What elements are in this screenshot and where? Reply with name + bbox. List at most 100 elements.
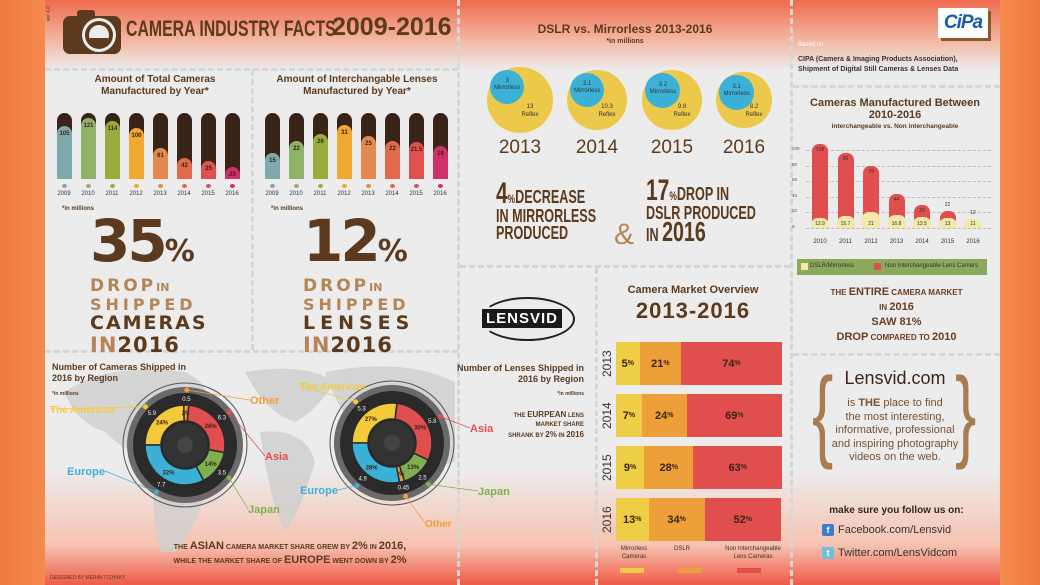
year-label: 2009	[57, 191, 71, 197]
stacked-segment: 13%	[616, 498, 649, 541]
leader-line	[405, 496, 426, 524]
cameras-region-title: Number of Cameras Shipped in 2016 by Reg…	[52, 362, 187, 383]
fact-pct-sign: %	[507, 192, 516, 206]
y-tick-label: 40	[792, 192, 798, 198]
legend-dot	[110, 184, 115, 188]
bar-value-label: 105	[59, 130, 70, 137]
source-line: CIPA (Camera & Imaging Products Associat…	[798, 56, 958, 63]
bar: 21.5	[409, 141, 424, 179]
stacked-segment: 34%	[648, 498, 705, 541]
percent-sign: %	[627, 360, 634, 367]
divider	[790, 0, 793, 585]
desc-text: place to find	[883, 397, 943, 409]
fact-text: DROP	[303, 276, 370, 296]
year-label: 2015	[650, 137, 694, 158]
donut-slice	[351, 442, 401, 484]
slice-value-label: 0.45	[398, 486, 410, 492]
bar-track: 22	[385, 113, 400, 179]
bar-track: 23	[225, 113, 240, 179]
fact-text: IN	[156, 281, 170, 294]
designer-credit: DESIGNED BY MERAV ITZHAKY	[50, 575, 126, 581]
bar: 22	[289, 140, 304, 179]
slice-percent-label: 2%	[396, 472, 405, 478]
fact-text: IN	[369, 281, 383, 294]
slice-percent-label: 30%	[414, 426, 427, 432]
facebook-icon: f	[822, 524, 834, 536]
mirrorless-label: 3.2 Mirrorless	[649, 81, 677, 95]
x-tick-label: 2012	[864, 239, 878, 245]
region-label: The Americas	[50, 405, 116, 416]
note-text: IN	[558, 433, 565, 439]
fact-text: DECREASE	[515, 187, 586, 207]
bar: 61	[153, 148, 168, 179]
facebook-link-text[interactable]: Facebook.com/Lensvid	[838, 524, 952, 536]
lensvid-site[interactable]: Lensvid.com	[844, 368, 946, 388]
asian-market-note: THE ASIAN CAMERA MARKET SHARE GREW BY 2%…	[130, 540, 450, 568]
fact-text: 2010	[932, 331, 957, 343]
cameras-note: *in millions	[62, 206, 95, 212]
year-label: 2014	[600, 402, 614, 429]
note-text: THE	[513, 413, 526, 419]
note-text: EUROPE	[283, 554, 331, 566]
stacked-segment: 52%	[704, 498, 781, 541]
legend-swatch	[620, 568, 644, 573]
region-label: Japan	[248, 504, 280, 516]
reflex-label: 13 Reflex	[521, 104, 539, 118]
legend-dot	[414, 184, 419, 188]
percent-sign: %	[679, 516, 686, 523]
facebook-link[interactable]: f Facebook.com/Lensvid	[822, 524, 951, 536]
bar: 100	[129, 128, 144, 179]
note-text: 2016	[566, 430, 584, 439]
slice-percent-label: 32%	[162, 470, 175, 476]
bar-value-label: 26	[317, 138, 324, 145]
twitter-link-text[interactable]: Twitter.com/LensVidcom	[838, 547, 958, 559]
mirrorless-bubble	[645, 73, 681, 109]
legend-swatch	[737, 568, 761, 573]
year-label: 2010	[81, 191, 95, 197]
bar-value-label: 31	[341, 130, 348, 137]
bar-track: 22	[289, 113, 304, 179]
legend-dot	[318, 184, 323, 188]
brace-left-icon: {	[812, 355, 834, 471]
bar-dslr-mirrorless	[938, 217, 957, 228]
cameras-2010-2016-subtitle: interchangeable vs. Non interchangeable	[831, 123, 959, 130]
bar-dslr-mirrorless	[836, 215, 855, 228]
mirrorless-label: 3.1 Mirrorless	[574, 81, 601, 95]
year-label: 2014	[177, 191, 191, 197]
camera-icon	[63, 10, 121, 54]
slice-percent-label: 13%	[407, 465, 420, 471]
bar-value-label: 22	[944, 201, 951, 208]
divider	[793, 85, 1000, 88]
percent-sign: %	[734, 360, 741, 367]
desc-text: THE	[858, 397, 881, 409]
mirrorless-bubble	[719, 75, 754, 110]
year-label: 2010	[289, 191, 303, 197]
twitter-link[interactable]: t Twitter.com/LensVidcom	[822, 547, 957, 559]
fact-text: THE	[830, 288, 847, 297]
dslr-drop-fact: 17%DROP IN DSLR PRODUCED IN 2016	[646, 176, 756, 247]
bar-track: 114	[105, 113, 120, 179]
region-label: Other	[250, 395, 280, 407]
legend-dot	[342, 184, 347, 188]
brace-right-icon: }	[955, 355, 977, 471]
fact-text: 2016	[662, 216, 706, 247]
stacked-segment: 9%	[616, 446, 645, 489]
bar-dslr-mirrorless	[811, 217, 829, 228]
year-label: 2016	[722, 137, 766, 158]
y-tick-label: 60	[792, 177, 798, 183]
year-label: 2015	[409, 191, 423, 197]
lenses-note: *in millions	[271, 206, 304, 212]
percent-sign: %	[671, 464, 678, 471]
gridline	[806, 150, 991, 151]
stacked-segment: 63%	[693, 446, 782, 489]
desc-text: is	[847, 397, 856, 409]
fact-text: DSLR PRODUCED	[646, 203, 756, 223]
slice-value-label: 4.9	[359, 476, 368, 482]
y-tick-label: 80	[792, 161, 798, 167]
bar-track: 25	[361, 113, 376, 179]
bar-value-label: 61	[157, 153, 164, 160]
percent-sign: %	[629, 464, 637, 471]
note-text: 2%	[390, 554, 407, 566]
stacked-segment: 28%	[644, 446, 694, 489]
bar-non-interchangeable	[812, 143, 828, 228]
